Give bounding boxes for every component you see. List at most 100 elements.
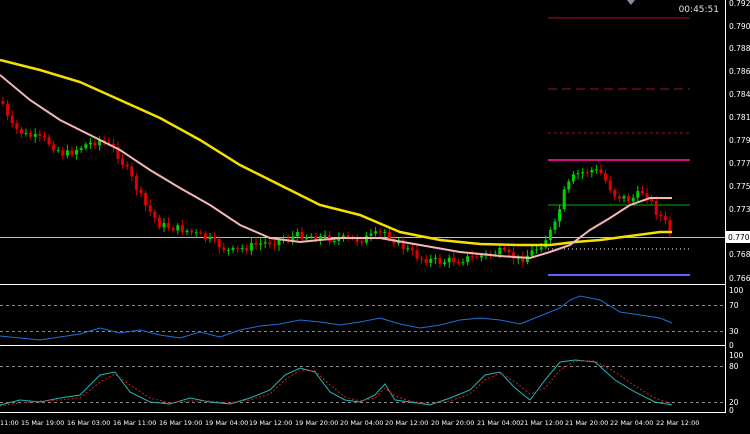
candle-body [56,150,60,152]
candle-body [479,255,483,258]
time-tick: 16 Mar 19:00 [159,419,202,427]
candle-body [79,148,83,151]
candle-body [130,166,134,177]
candle-body [33,133,37,137]
price-tick: 0.7862 [729,67,750,76]
candle-body [318,236,322,241]
rsi-axis: 100 70 30 0 [729,286,744,350]
candle-body [6,103,10,116]
price-tick: 0.7818 [729,113,750,122]
candle-body [622,196,626,199]
candle-body [360,241,364,243]
candle-body [617,196,621,199]
candle-body [341,235,345,238]
candle-body [263,242,267,244]
candle-body [387,232,391,239]
price-tick: 0.7753 [729,182,750,191]
stoch-tick: 80 [729,362,739,371]
time-tick: 16 Mar 03:00 [67,419,110,427]
candle-body [42,135,46,138]
fast-moving-average-line [0,74,672,260]
current-price-tag [726,231,750,243]
candle-body [190,230,194,233]
stoch-tick: 20 [729,398,739,407]
candle-body [217,238,221,248]
candle-body [61,150,65,156]
candle-body [461,262,465,264]
candle-body [378,231,382,233]
price-tick: 0.7884 [729,44,750,53]
stoch-tick: 0 [729,406,734,415]
time-axis[interactable]: 11:00 15 Mar 19:00 16 Mar 03:00 16 Mar 1… [0,419,699,427]
time-tick: 15 Mar 19:00 [21,419,64,427]
rsi-tick: 30 [729,327,739,336]
candle-body [548,229,552,241]
stoch-axis: 100 80 20 0 [729,351,744,415]
candle-body [180,225,184,233]
price-tick: 0.7688 [729,250,750,259]
candle-body [15,123,19,129]
price-tick: 0.7666 [729,274,750,283]
candle-body [171,228,175,231]
time-tick: 20 Mar 20:00 [431,419,474,427]
candle-body [507,249,511,253]
candle-body [10,115,14,124]
price-tick: 0.7731 [729,205,750,214]
candle-body [558,209,562,222]
candle-body [539,247,543,250]
candle-body [355,238,359,242]
candle-body [410,248,414,251]
candle-body [176,225,180,231]
candle-body [466,256,470,263]
candle-body [240,248,244,250]
candle-body [585,172,589,174]
candle-body [571,174,575,182]
time-tick: 22 Mar 12:00 [656,419,699,427]
chart-shift-marker-icon[interactable] [627,0,635,5]
time-tick: 16 Mar 11:00 [113,419,156,427]
candle-body [148,205,152,212]
candle-body [70,150,74,155]
candle-body [199,232,203,234]
stoch-tick: 100 [729,351,744,360]
candle-body [52,144,56,151]
candle-body [636,190,640,198]
rsi-tick: 0 [729,341,734,350]
candle-body [599,169,603,174]
rsi-tick: 100 [729,286,744,295]
candle-body [590,170,594,173]
candle-body [640,190,644,194]
candle-body [562,189,566,210]
candle-body [429,258,433,263]
candle-body [144,193,148,206]
candle-body [420,258,424,260]
candle-body [581,172,585,174]
stochastic-main-line [0,359,673,406]
candle-body [668,220,672,233]
candle-body [1,101,5,104]
candle-body [231,247,235,250]
time-tick: 21 Mar 04:00 [477,419,520,427]
candle-body [125,164,129,167]
candle-body [447,257,451,263]
price-tick: 0.7775 [729,159,750,168]
candle-body [111,143,115,148]
candle-body [93,142,97,146]
candle-body [406,248,410,250]
candle-body [162,223,166,228]
candle-body [194,232,198,234]
candle-body [38,133,42,136]
time-tick: 19 Mar 12:00 [249,419,292,427]
candle-body [116,147,120,159]
candle-body [627,196,631,202]
candle-body [456,262,460,264]
candle-body [88,142,92,145]
candle-body [650,197,654,202]
candle-body [346,235,350,238]
candle-body [121,158,125,165]
candle-body [314,236,318,241]
